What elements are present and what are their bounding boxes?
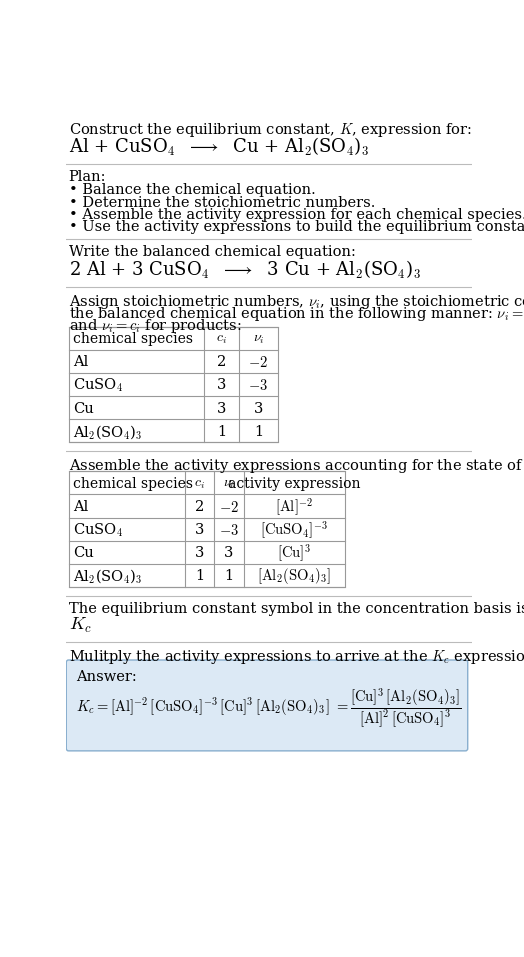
Text: Plan:: Plan: — [69, 170, 106, 185]
Bar — [69, 326, 278, 442]
Text: 2: 2 — [217, 355, 226, 369]
Text: chemical species: chemical species — [73, 332, 193, 346]
Text: 1: 1 — [254, 425, 263, 438]
Text: Assemble the activity expressions accounting for the state of matter and $\nu_i$: Assemble the activity expressions accoun… — [69, 457, 524, 476]
Text: $\nu_i$: $\nu_i$ — [223, 477, 235, 491]
Text: Write the balanced chemical equation:: Write the balanced chemical equation: — [69, 245, 355, 259]
Text: 1: 1 — [195, 569, 204, 584]
Text: Answer:: Answer: — [77, 670, 137, 684]
Text: $K_c = [\mathrm{Al}]^{-2}\,[\mathrm{CuSO_4}]^{-3}\,[\mathrm{Cu}]^3\,[\mathrm{Al_: $K_c = [\mathrm{Al}]^{-2}\,[\mathrm{CuSO… — [77, 687, 462, 730]
Text: $[\mathrm{Cu}]^3$: $[\mathrm{Cu}]^3$ — [277, 543, 311, 564]
Text: 3: 3 — [195, 546, 204, 561]
Text: $-3$: $-3$ — [248, 378, 268, 393]
Bar — [69, 472, 344, 587]
Text: Cu: Cu — [73, 402, 94, 415]
Text: 1: 1 — [217, 425, 226, 438]
Text: 2: 2 — [195, 501, 204, 514]
Text: Al: Al — [73, 355, 89, 369]
Text: $[\mathrm{CuSO_4}]^{-3}$: $[\mathrm{CuSO_4}]^{-3}$ — [260, 520, 328, 541]
Text: Mulitply the activity expressions to arrive at the $K_c$ expression:: Mulitply the activity expressions to arr… — [69, 649, 524, 666]
Text: 3: 3 — [217, 402, 226, 415]
Text: CuSO$_4$: CuSO$_4$ — [73, 522, 123, 539]
Text: • Assemble the activity expression for each chemical species.: • Assemble the activity expression for e… — [69, 208, 524, 222]
Text: CuSO$_4$: CuSO$_4$ — [73, 377, 123, 394]
Text: $c_i$: $c_i$ — [216, 332, 227, 346]
Text: 1: 1 — [224, 569, 234, 584]
Text: 3: 3 — [217, 379, 226, 392]
Text: Al$_2$(SO$_4$)$_3$: Al$_2$(SO$_4$)$_3$ — [73, 568, 143, 586]
Text: $-2$: $-2$ — [219, 500, 239, 515]
Text: 3: 3 — [254, 402, 263, 415]
Text: Al + CuSO$_4$  $\longrightarrow$  Cu + Al$_2$(SO$_4$)$_3$: Al + CuSO$_4$ $\longrightarrow$ Cu + Al$… — [69, 137, 369, 159]
Text: 3: 3 — [224, 546, 234, 561]
Text: Al$_2$(SO$_4$)$_3$: Al$_2$(SO$_4$)$_3$ — [73, 423, 143, 440]
Text: activity expression: activity expression — [228, 477, 361, 491]
Text: $\nu_i$: $\nu_i$ — [253, 332, 264, 346]
Text: Construct the equilibrium constant, $K$, expression for:: Construct the equilibrium constant, $K$,… — [69, 121, 472, 139]
Text: $[\mathrm{Al_2(SO_4)_3}]$: $[\mathrm{Al_2(SO_4)_3}]$ — [257, 567, 331, 587]
Text: $-2$: $-2$ — [248, 355, 268, 370]
Text: $c_i$: $c_i$ — [194, 477, 205, 491]
Text: • Determine the stoichiometric numbers.: • Determine the stoichiometric numbers. — [69, 195, 375, 210]
Text: $K_c$: $K_c$ — [69, 616, 91, 635]
Text: 3: 3 — [195, 523, 204, 537]
Text: • Balance the chemical equation.: • Balance the chemical equation. — [69, 184, 315, 197]
Text: chemical species: chemical species — [73, 477, 193, 491]
Text: and $\nu_i = c_i$ for products:: and $\nu_i = c_i$ for products: — [69, 318, 241, 335]
Text: $[\mathrm{Al}]^{-2}$: $[\mathrm{Al}]^{-2}$ — [275, 497, 313, 518]
Text: Al: Al — [73, 501, 89, 514]
Text: Assign stoichiometric numbers, $\nu_i$, using the stoichiometric coefficients, $: Assign stoichiometric numbers, $\nu_i$, … — [69, 293, 524, 311]
Text: 2 Al + 3 CuSO$_4$  $\longrightarrow$  3 Cu + Al$_2$(SO$_4$)$_3$: 2 Al + 3 CuSO$_4$ $\longrightarrow$ 3 Cu… — [69, 258, 421, 281]
Text: $-3$: $-3$ — [219, 523, 239, 538]
Text: the balanced chemical equation in the following manner: $\nu_i = -c_i$ for react: the balanced chemical equation in the fo… — [69, 305, 524, 323]
Text: The equilibrium constant symbol in the concentration basis is:: The equilibrium constant symbol in the c… — [69, 602, 524, 616]
Text: Cu: Cu — [73, 546, 94, 561]
FancyBboxPatch shape — [66, 660, 468, 751]
Text: • Use the activity expressions to build the equilibrium constant expression.: • Use the activity expressions to build … — [69, 220, 524, 234]
